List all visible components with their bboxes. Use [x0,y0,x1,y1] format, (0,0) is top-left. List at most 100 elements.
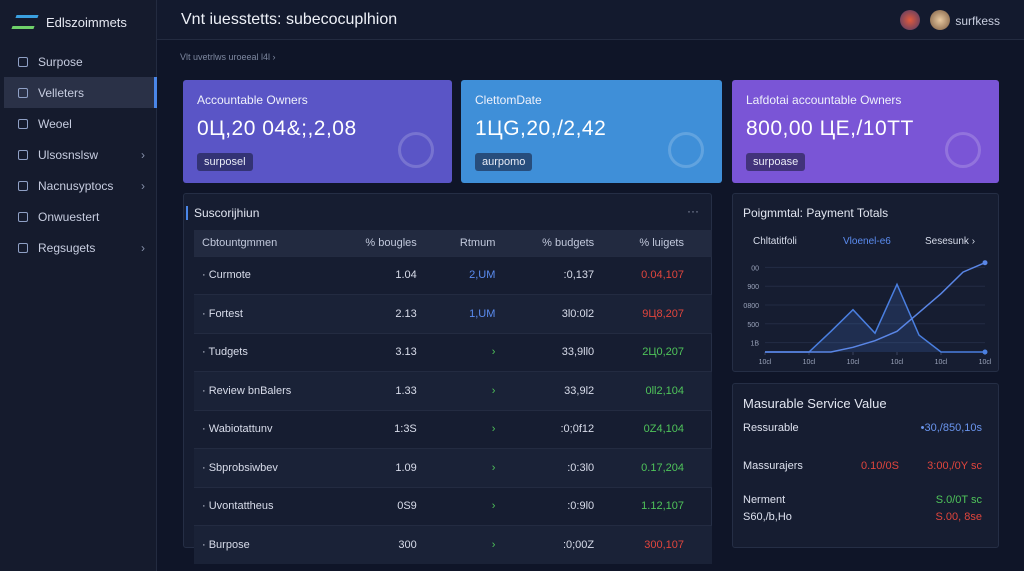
chevron: › [141,178,145,193]
nav-label: Surpose [38,54,83,69]
header: Vnt iuesstetts: subecocuplhion surfkess [157,0,1024,40]
table-cell: › [444,332,524,372]
table-row[interactable]: · Fortest 2.13 1,UM 3l0:0l2 9Ц8,207 [194,294,712,333]
table-cell: › [444,448,524,487]
nav-icon [18,118,28,129]
table-cell: · Wabiotattunv [194,409,347,449]
nav-label: Ulsosnslsw [38,147,99,162]
column-header: % budgets [523,230,623,256]
table: Cbtountgmmen% bougles Rtmum% budgets% lui… [194,230,712,564]
nav-item[interactable]: Surpose [0,46,157,77]
table-cell: 33,9l2 [523,371,623,410]
legend-entry: Vloenel-e6 [843,236,891,247]
user-name[interactable]: surfkess [955,14,1000,28]
card-icon [668,132,704,168]
nav-icon [18,87,28,98]
x-tick-label: 10cl [803,359,816,366]
x-tick-label: 10cl [891,359,904,366]
service-value: •30,/850,10s [920,422,982,434]
table-cell: 2Ц0,207 [622,332,712,372]
y-tick-label: 0800 [743,303,759,310]
nav-icon [18,211,28,222]
nav-icon [18,180,28,191]
service-value: S.00, 8se [935,511,982,523]
avatar[interactable] [900,10,920,30]
table-cell: 0.04,107 [622,255,712,295]
table-cell: 0.17,204 [622,448,712,487]
x-tick-label: 10cl [847,359,860,366]
table-row[interactable]: · Burpose 300 ›:0;00Z 300,107 [194,525,712,564]
logo [11,15,39,29]
nav-item[interactable]: Weoel [0,108,157,139]
table-cell: 0ll2,104 [622,371,712,410]
table-row[interactable]: · Sbprobsiwbev 1.09 ›:0:3l0 0.17,204 [194,448,712,487]
table-cell: · Sbprobsiwbev [194,448,347,487]
menu[interactable]: ··· [687,204,699,218]
stat-card: ClettomDate 1ЦG,20,/2,42 aurpomo [461,80,722,183]
table-cell: 2.13 [346,294,445,333]
nav-item[interactable]: Onwuestert [0,201,157,232]
card-badge[interactable]: surposel [197,153,253,171]
card-badge[interactable]: aurpomo [475,153,533,171]
table-cell: › [444,371,524,410]
table-cell: 1:3S [346,409,445,449]
service-row: Ressurable •30,/850,10s [743,422,988,434]
table-cell: · Review bnBalers [194,371,347,410]
table-cell: · Tudgets [194,332,347,372]
nav-item[interactable]: Regsugets › [0,232,157,263]
nav-label: Onwuestert [38,209,100,224]
nav-label: Nacnusyptocs [38,178,114,193]
stat-card: Lafdotai accountable Owners 800,00 ЦE,/10… [732,80,999,183]
service-value: 3:00,/0Y sc [927,460,982,472]
panel-title: Masurable Service Value [743,396,887,411]
chart: Chltatitfoli Vloenel-e6 Sesesunk › 00 900 080… [743,236,991,366]
column-header: Cbtountgmmen [194,230,347,256]
legend-entry: Chltatitfoli [753,236,797,247]
service-label: Nerment [743,494,786,506]
card-badge[interactable]: surpoase [746,153,806,171]
table-cell: › [444,486,524,526]
table-cell: · Curmote [194,255,347,295]
chart-title: Poigmmtal: Payment Totals [743,206,889,220]
service-panel: Masurable Service Value Ressurable •30,/8… [732,383,999,548]
table-row[interactable]: · Review bnBalers 1.33 › 33,9l2 0ll2,104 [194,371,712,410]
table-cell: :0;00Z [523,525,623,564]
x-tick-label: 10cl [935,359,948,366]
brand[interactable]: Edlszoimmets [11,12,127,32]
service-value: S.0/0T sc [935,494,982,506]
card-label: ClettomDate [475,93,542,107]
nav-label: Weoel [38,116,72,131]
column-header: Rtmum [444,230,524,256]
card-label: Accountable Owners [197,93,308,107]
table-row[interactable]: · Uvontattheus 0S9 ›:0:9l0 1.12,107 [194,486,712,526]
table-cell: 3l0:0l2 [523,294,623,333]
page-title: Vnt iuesstetts: subecocuplhion [181,11,398,28]
y-tick-label: 1B [750,341,759,348]
table-panel: Suscorijhiun ··· Cbtountgmmen% bougles Rt… [183,193,712,564]
chevron: › [141,240,145,255]
table-row[interactable]: · Wabiotattunv 1:3S ›:0;0f12 0Z4,104 [194,409,712,449]
table-row[interactable]: · Tudgets 3.13 › 33,9ll0 2Ц0,207 [194,332,712,372]
table-row[interactable]: · Curmote 1.04 2,UM:0,137 0.04,107 [194,255,712,295]
legend-entry: Sesesunk › [925,236,975,247]
table-cell: 0S9 [346,486,445,526]
card-value: 1ЦG,20,/2,42 [475,117,607,140]
table-cell: › [444,525,524,564]
y-tick-label: 900 [747,284,759,291]
nav: Surpose Velleters Weoel Ulsosnslsw › Nacnusyp… [0,46,157,263]
breadcrumb[interactable]: Vlt uvetrlws uroeeal l4l › [180,52,276,62]
service-row: S60,/b,Ho S.00, 8se [743,511,988,523]
nav-icon [18,56,28,67]
card-value: 800,00 ЦE,/10TT [746,117,914,140]
card-icon [945,132,981,168]
avatar[interactable] [930,10,950,30]
nav-item[interactable]: Ulsosnslsw › [0,139,157,170]
table-cell: :0;0f12 [523,409,623,449]
chart-panel: Poigmmtal: Payment Totals Chltatitfoli Vl… [732,193,999,372]
table-cell: 1,UM [444,294,524,333]
nav-item[interactable]: Nacnusyptocs › [0,170,157,201]
column-header: % luigets [622,230,712,256]
nav-item[interactable]: Velleters [4,77,157,108]
service-label: Massurajers [743,460,803,472]
table-cell: 1.33 [346,371,445,410]
